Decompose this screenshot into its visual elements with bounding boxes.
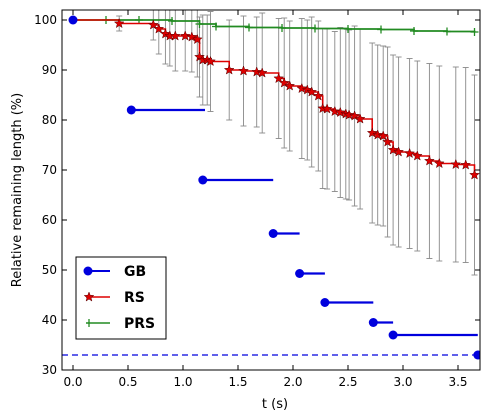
rs-point <box>301 84 313 95</box>
x-tick-label: 0.5 <box>118 375 137 389</box>
rs-point <box>205 55 216 67</box>
plot-frame <box>61 9 481 371</box>
y-tick-label: 50 <box>42 263 57 277</box>
rs-point <box>186 31 198 42</box>
gb-point <box>388 330 398 340</box>
rs-point <box>191 33 203 45</box>
y-axis-label: Relative remaining length (%) <box>10 93 25 287</box>
axis-ticks: 0.0 0.5 1.0 1.5 2.0 2.5 3.0 3.5 30 40 50 60 70 80 90 10… <box>34 10 480 389</box>
y-tick-label: 90 <box>42 63 57 77</box>
legend-rs-marker <box>83 291 95 302</box>
rs-point <box>334 106 346 118</box>
x-tick-label: 3.0 <box>393 375 412 389</box>
rs-point <box>349 110 361 121</box>
y-tick-label: 40 <box>42 313 57 327</box>
rs-point <box>469 169 480 180</box>
x-tick-label: 1.0 <box>173 375 192 389</box>
gb-end-point <box>473 350 480 360</box>
rs-point <box>377 130 389 141</box>
y-tick-label: 70 <box>42 163 57 177</box>
x-tick-label: 1.5 <box>228 375 247 389</box>
gb-point <box>295 269 305 278</box>
rs-point <box>306 86 318 97</box>
rs-point <box>433 157 445 169</box>
rs-point <box>169 30 181 41</box>
rs-point <box>366 127 378 138</box>
gb-point <box>268 229 278 238</box>
rs-point <box>153 23 165 34</box>
rs-point <box>343 109 355 120</box>
rs-point <box>159 28 171 39</box>
rs-point <box>423 155 435 166</box>
rs-point <box>372 129 384 140</box>
rs-point <box>113 17 125 29</box>
x-axis-label: t (s) <box>262 397 288 412</box>
rs-point <box>450 158 462 170</box>
rs-point <box>284 80 296 91</box>
rs-point <box>256 67 268 78</box>
y-tick-label: 80 <box>42 113 57 127</box>
rs-point <box>354 113 366 124</box>
gb-point <box>68 15 78 25</box>
rs-point <box>329 105 341 117</box>
rs-point <box>238 65 249 76</box>
rs-point <box>321 103 333 114</box>
gb-point <box>368 318 378 327</box>
rs-point <box>382 136 394 147</box>
y-tick-label: 100 <box>34 13 57 27</box>
gb-point <box>126 105 136 115</box>
rs-point <box>278 77 290 88</box>
rs-point <box>251 66 263 77</box>
rs-point <box>179 30 191 41</box>
rs-point <box>312 90 324 101</box>
x-tick-label: 2.5 <box>338 375 357 389</box>
gb-point <box>320 298 330 307</box>
rs-point <box>223 64 235 75</box>
rs-point <box>404 147 416 159</box>
rs-point <box>411 150 423 161</box>
x-tick-label: 0.0 <box>63 375 82 389</box>
x-tick-label: 3.5 <box>448 375 467 389</box>
y-tick-label: 60 <box>42 213 57 227</box>
gb-point <box>198 175 208 185</box>
rs-point <box>296 82 308 94</box>
legend: GB RS PRS <box>75 256 167 340</box>
rs-point <box>273 72 285 84</box>
rs-point <box>387 144 399 155</box>
rs-point <box>393 146 405 157</box>
y-tick-label: 30 <box>42 363 57 377</box>
legend-prs-label: PRS <box>124 316 155 332</box>
rs-point <box>460 159 472 170</box>
x-tick-label: 2.0 <box>283 375 302 389</box>
legend-gb-label: GB <box>124 264 146 280</box>
legend-rs-label: RS <box>124 290 145 306</box>
rs-point <box>147 19 159 30</box>
legend-gb-marker <box>83 266 93 276</box>
